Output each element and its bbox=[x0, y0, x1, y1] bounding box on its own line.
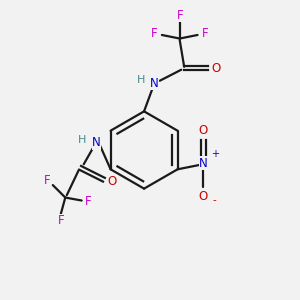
Text: N: N bbox=[92, 136, 101, 149]
Text: N: N bbox=[199, 157, 208, 170]
Text: O: O bbox=[199, 124, 208, 137]
Text: H: H bbox=[78, 135, 86, 145]
Text: F: F bbox=[85, 195, 92, 208]
Text: F: F bbox=[176, 9, 183, 22]
Text: H: H bbox=[137, 75, 145, 85]
Text: F: F bbox=[58, 214, 64, 227]
Text: -: - bbox=[213, 196, 217, 206]
Text: O: O bbox=[108, 175, 117, 188]
Text: F: F bbox=[151, 27, 158, 40]
Text: O: O bbox=[199, 190, 208, 202]
Text: +: + bbox=[211, 149, 219, 160]
Text: N: N bbox=[150, 76, 159, 90]
Text: F: F bbox=[202, 27, 208, 40]
Text: F: F bbox=[44, 174, 51, 187]
Text: O: O bbox=[212, 62, 221, 75]
